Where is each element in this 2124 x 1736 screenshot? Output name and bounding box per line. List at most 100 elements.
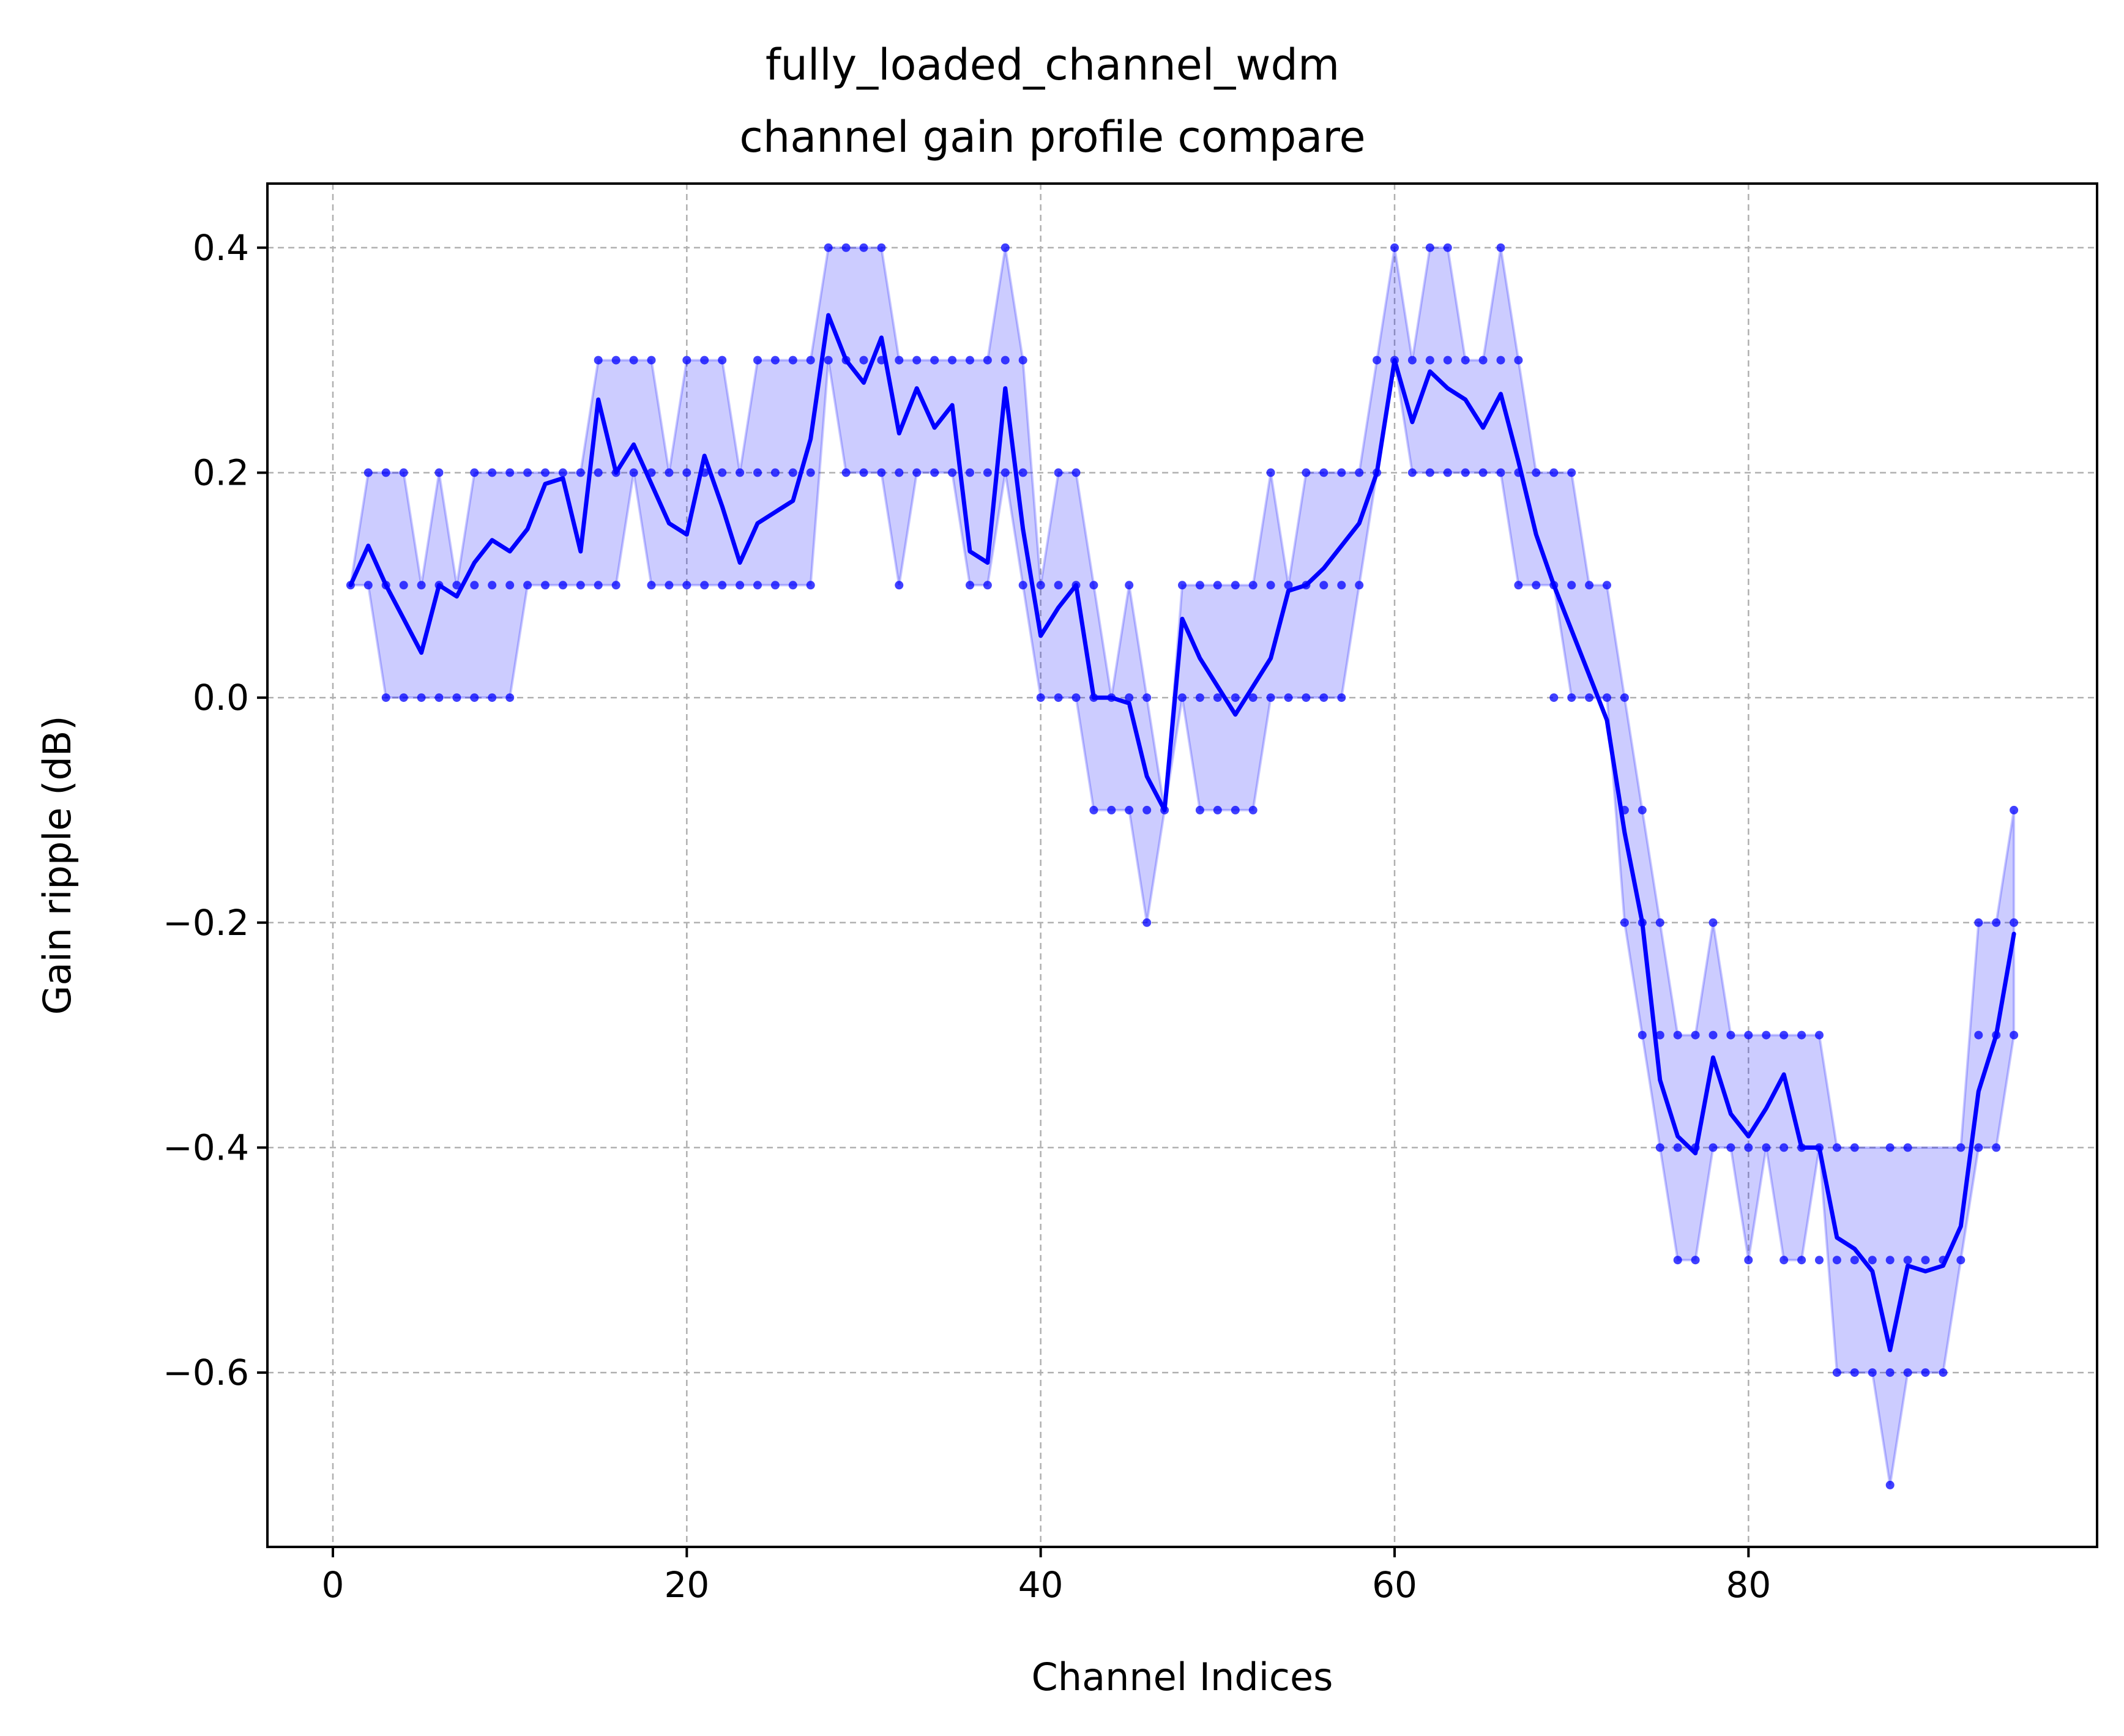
- sample-point: [1284, 581, 1293, 590]
- sample-point: [1478, 356, 1488, 365]
- sample-point: [1407, 356, 1417, 365]
- sample-point: [541, 581, 550, 590]
- y-tick-label: 0.0: [193, 677, 249, 718]
- sample-point: [647, 581, 656, 590]
- sample-point: [1903, 1256, 1912, 1265]
- sample-point: [1302, 693, 1311, 702]
- sample-point: [1001, 243, 1010, 252]
- sample-point: [399, 693, 408, 702]
- sample-point: [1974, 1030, 1983, 1040]
- x-axis-label: Channel Indices: [1032, 1655, 1333, 1699]
- sample-point: [1779, 1030, 1789, 1040]
- sample-point: [363, 468, 373, 477]
- sample-point: [966, 468, 974, 477]
- sample-point: [1673, 1256, 1682, 1265]
- sample-point: [1567, 693, 1576, 702]
- sample-point: [1461, 468, 1470, 477]
- sample-point: [1673, 1143, 1682, 1152]
- sample-point: [611, 581, 620, 590]
- sample-point: [1603, 693, 1611, 702]
- sample-point: [1850, 1143, 1859, 1152]
- sample-point: [824, 356, 833, 365]
- sample-point: [1248, 805, 1258, 814]
- points-layer: [346, 243, 2019, 1489]
- sample-point: [1266, 693, 1275, 702]
- sample-point: [877, 468, 886, 477]
- sample-point: [523, 468, 532, 477]
- sample-point: [1549, 468, 1559, 477]
- y-tick-label: −0.6: [163, 1352, 249, 1393]
- sample-point: [558, 468, 567, 477]
- sample-point: [541, 468, 550, 477]
- y-tick-label: −0.2: [163, 902, 249, 944]
- sample-point: [788, 468, 797, 477]
- sample-point: [1319, 468, 1328, 477]
- sample-point: [983, 468, 992, 477]
- sample-point: [1709, 918, 1718, 927]
- sample-point: [1956, 1256, 1966, 1265]
- sample-point: [736, 581, 745, 590]
- sample-point: [363, 581, 373, 590]
- sample-point: [1726, 1143, 1735, 1152]
- sample-point: [1125, 581, 1134, 590]
- x-tick-label: 80: [1726, 1564, 1771, 1606]
- x-tick-label: 0: [322, 1564, 345, 1606]
- sample-point: [877, 243, 886, 252]
- sample-point: [1709, 1030, 1718, 1040]
- sample-point: [1762, 1143, 1771, 1152]
- sample-point: [1125, 693, 1134, 702]
- sample-point: [1850, 1256, 1859, 1265]
- sample-point: [1532, 468, 1541, 477]
- sample-point: [770, 581, 780, 590]
- sample-point: [1178, 693, 1187, 702]
- sample-point: [1018, 468, 1027, 477]
- y-axis: 0.4 0.2 0.0 −0.2 −0.4 −0.6: [163, 227, 267, 1393]
- sample-point: [1213, 693, 1222, 702]
- sample-point: [1337, 693, 1346, 702]
- sample-point: [1868, 1256, 1877, 1265]
- sample-point: [682, 468, 691, 477]
- sample-point: [558, 581, 567, 590]
- sample-point: [576, 581, 585, 590]
- sample-point: [1231, 581, 1240, 590]
- sample-point: [1762, 1030, 1771, 1040]
- sample-point: [1868, 1368, 1877, 1377]
- sample-point: [682, 581, 691, 590]
- sample-point: [682, 356, 691, 365]
- sample-point: [1726, 1030, 1735, 1040]
- sample-point: [1532, 581, 1541, 590]
- y-tick-label: 0.4: [193, 227, 249, 269]
- sample-point: [2010, 918, 2019, 927]
- sample-point: [1744, 1143, 1753, 1152]
- sample-point: [895, 356, 904, 365]
- sample-point: [1992, 1143, 2001, 1152]
- sample-point: [1425, 243, 1434, 252]
- sample-point: [859, 468, 868, 477]
- chart-title-line-2: channel gain profile compare: [739, 112, 1365, 162]
- sample-point: [1355, 468, 1364, 477]
- sample-point: [1089, 805, 1098, 814]
- sample-point: [1655, 918, 1664, 927]
- sample-point: [1018, 581, 1027, 590]
- sample-point: [1655, 1030, 1664, 1040]
- sample-point: [2010, 1030, 2019, 1040]
- sample-point: [1974, 1143, 1983, 1152]
- sample-point: [470, 468, 479, 477]
- sample-point: [841, 468, 851, 477]
- sample-point: [1248, 693, 1258, 702]
- sample-point: [859, 356, 868, 365]
- x-tick-label: 40: [1018, 1564, 1064, 1606]
- sample-point: [1302, 468, 1311, 477]
- sample-point: [1850, 1368, 1859, 1377]
- sample-point: [1921, 1256, 1930, 1265]
- sample-point: [381, 693, 390, 702]
- sample-point: [824, 243, 833, 252]
- sample-point: [718, 581, 727, 590]
- x-axis: 0 20 40 60 80: [322, 1547, 1771, 1606]
- sample-point: [399, 468, 408, 477]
- chart-title-line-1: fully_loaded_channel_wdm: [766, 40, 1340, 90]
- sample-point: [983, 356, 992, 365]
- sample-point: [1373, 356, 1382, 365]
- sample-point: [859, 243, 868, 252]
- sample-point: [470, 693, 479, 702]
